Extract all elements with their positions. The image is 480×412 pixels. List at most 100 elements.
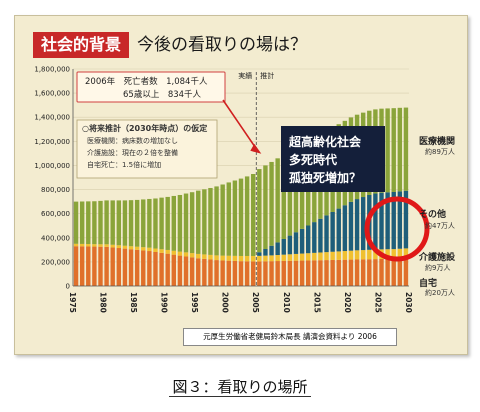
bar-介護施設-2016 — [318, 252, 323, 261]
bar-医療機関-2029 — [397, 107, 403, 192]
bar-介護施設-1997 — [202, 254, 207, 259]
bar-介護施設-2002 — [232, 255, 238, 261]
bar-医療機関-2003 — [238, 178, 244, 256]
callout-box — [281, 126, 385, 192]
bar-その他-2014 — [306, 225, 311, 254]
bar-自宅-1990 — [159, 252, 164, 286]
bar-その他-2019 — [336, 208, 341, 252]
bar-医療機関-1999 — [214, 186, 219, 256]
deaths-line-2: 65歳以上 834千人 — [123, 89, 202, 100]
bar-その他-2030 — [403, 190, 409, 249]
bar-介護施設-2019 — [336, 251, 341, 260]
bar-自宅-2001 — [226, 260, 231, 286]
y-tick-label: 1,200,000 — [34, 138, 70, 146]
right-label-value: 約20万人 — [425, 288, 455, 297]
bar-自宅-2025 — [373, 259, 378, 286]
bar-自宅-1988 — [147, 251, 152, 286]
x-tick-label: 1975 — [68, 292, 77, 313]
bar-介護施設-2011 — [287, 254, 293, 261]
bar-介護施設-2029 — [397, 248, 403, 259]
bar-その他-2013 — [299, 228, 305, 254]
x-tick-label: 2010 — [282, 292, 291, 313]
bar-介護施設-2027 — [385, 249, 390, 259]
bar-その他-2025 — [373, 193, 378, 250]
bar-介護施設-2024 — [367, 249, 372, 260]
bar-自宅-1994 — [183, 256, 189, 286]
deaths-arrow-head — [250, 143, 262, 154]
bar-自宅-1987 — [141, 250, 146, 286]
slide: 社会的背景 今後の看取りの場は？ 0 200,000 400,000 600,000 8… — [14, 15, 468, 355]
deaths-box — [76, 71, 226, 103]
bar-介護施設-1986 — [134, 246, 140, 250]
bar-介護施設-2017 — [324, 252, 329, 261]
x-tick-label: 1985 — [129, 292, 138, 313]
bar-介護施設-2006 — [257, 255, 262, 262]
bar-その他-2026 — [379, 192, 384, 250]
bar-自宅-2026 — [379, 258, 384, 286]
bar-医療機関-1981 — [104, 200, 109, 245]
bar-自宅-1979 — [92, 246, 97, 286]
bar-自宅-2008 — [269, 261, 274, 286]
bar-自宅-2028 — [391, 258, 396, 286]
bar-自宅-1981 — [104, 246, 109, 286]
bar-自宅-1999 — [214, 260, 219, 286]
bar-自宅-1992 — [171, 254, 176, 286]
bar-医療機関-1992 — [171, 195, 176, 251]
bar-その他-2023 — [360, 197, 366, 251]
bar-医療機関-2030 — [403, 107, 409, 191]
bar-自宅-2003 — [238, 261, 244, 286]
callout-line: 多死時代 — [289, 152, 337, 167]
x-tick-label: 2015 — [312, 292, 321, 313]
highlight-circle — [364, 196, 430, 262]
bar-その他-2011 — [287, 235, 293, 255]
y-tick-label: 1,800,000 — [34, 66, 70, 74]
bar-その他-2016 — [318, 218, 323, 253]
bar-その他-2007 — [263, 248, 268, 256]
caption-text: 図３：看取りの場所 — [169, 378, 311, 397]
bar-医療機関-1977 — [79, 201, 85, 244]
right-label-value: 約9万人 — [425, 263, 450, 272]
bar-自宅-2027 — [385, 258, 390, 286]
bar-介護施設-2025 — [373, 249, 378, 260]
bar-自宅-2000 — [220, 260, 225, 286]
slide-title: 今後の看取りの場は？ — [137, 35, 307, 55]
bar-介護施設-1988 — [147, 247, 152, 252]
bar-医療機関-1994 — [183, 193, 189, 253]
bar-介護施設-1981 — [104, 244, 109, 247]
bar-介護施設-2030 — [403, 248, 409, 259]
bar-介護施設-1987 — [141, 247, 146, 251]
bar-自宅-1983 — [116, 248, 122, 286]
bar-介護施設-2005 — [251, 255, 256, 262]
bar-自宅-1995 — [189, 257, 195, 286]
y-tick-label: 200,000 — [41, 258, 70, 266]
bar-医療機関-1985 — [128, 200, 134, 247]
bar-介護施設-2001 — [226, 255, 231, 261]
split-marker: 実績 推計 — [238, 71, 274, 286]
bar-医療機関-1979 — [92, 201, 97, 245]
estimate-line: 医療機関：病床数の増加なし — [87, 136, 178, 145]
x-tick-label: 2005 — [251, 292, 260, 313]
right-label-name: その他 — [419, 208, 446, 220]
bar-介護施設-2018 — [330, 251, 335, 260]
bar-自宅-1998 — [208, 259, 213, 286]
bar-自宅-2017 — [324, 260, 329, 286]
bar-医療機関-1989 — [153, 198, 158, 249]
bar-自宅-2006 — [257, 261, 262, 286]
bar-介護施設-2020 — [342, 251, 348, 260]
estimate-line: ○将来推計（2030年時点）の仮定 — [82, 123, 207, 133]
y-tick-label: 1,600,000 — [34, 90, 70, 98]
bar-医療機関-1976 — [73, 201, 79, 244]
bar-医療機関-2007 — [263, 165, 268, 249]
annotations: 2006年 死亡者数 1,084千人 65歳以上 834千人 ○将来推計（2030年… — [76, 71, 456, 297]
bar-自宅-2009 — [275, 261, 280, 286]
bar-医療機関-2027 — [385, 108, 390, 193]
bar-自宅-1996 — [196, 258, 201, 286]
bar-医療機関-2009 — [275, 158, 280, 243]
bar-介護施設-2009 — [275, 255, 280, 262]
bar-介護施設-2010 — [281, 254, 286, 261]
bar-その他-2022 — [354, 199, 360, 251]
bar-自宅-2023 — [360, 259, 366, 286]
bar-医療機関-1998 — [208, 187, 213, 255]
bar-介護施設-2023 — [360, 250, 366, 260]
bar-その他-2018 — [330, 211, 335, 252]
